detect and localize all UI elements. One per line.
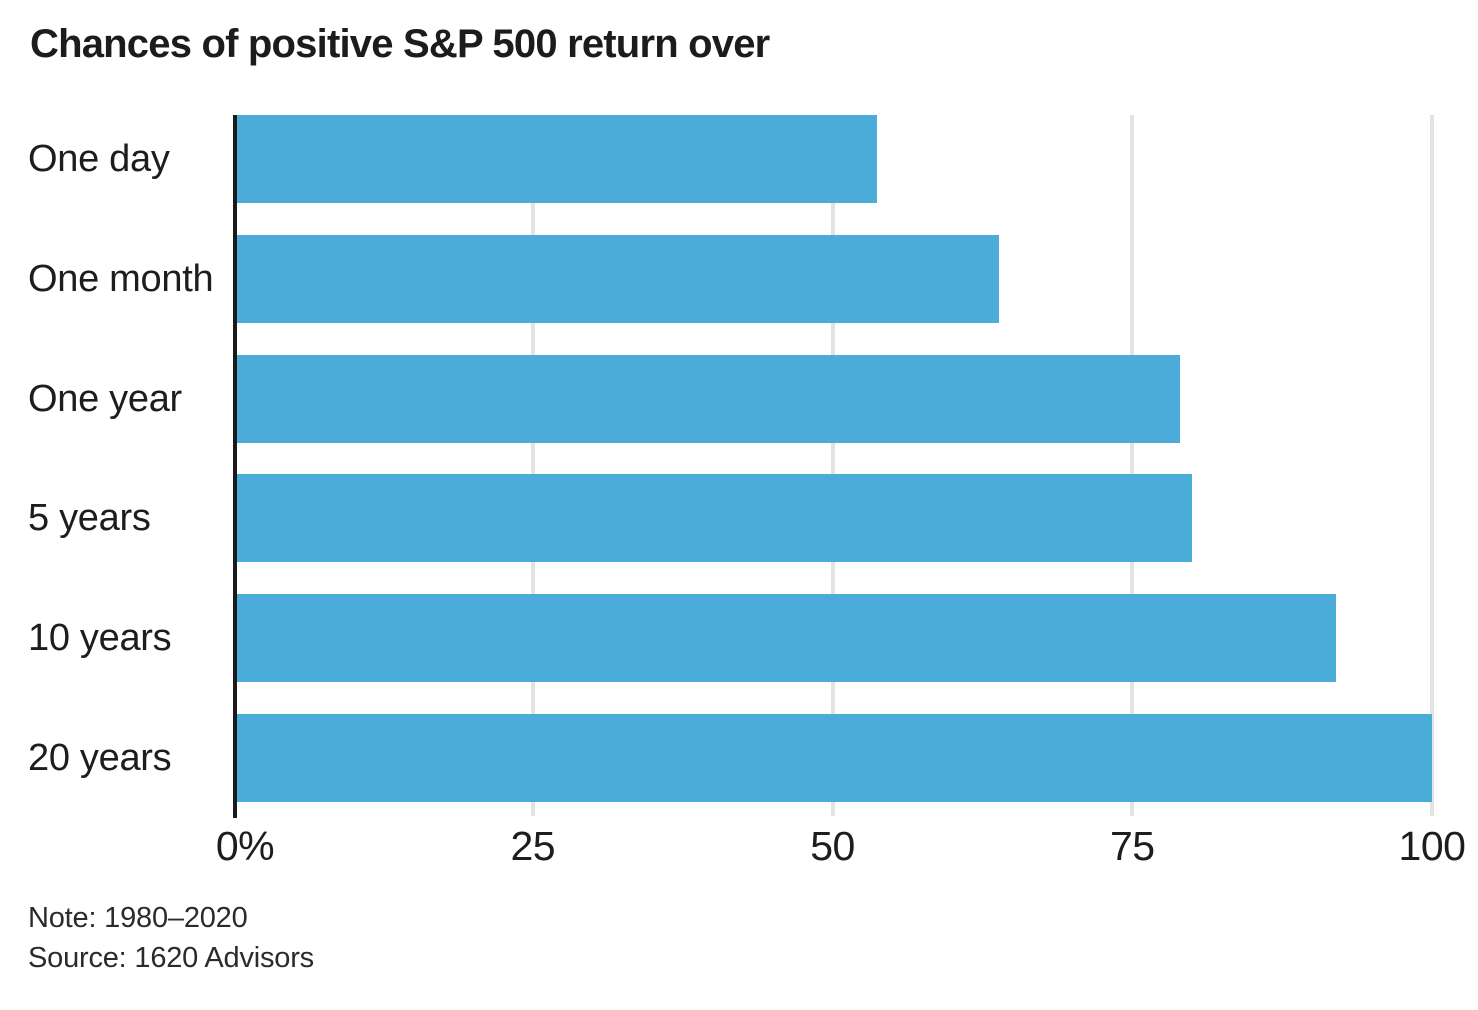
x-tick-label-25: 25: [510, 823, 556, 869]
bar-20-years: [237, 714, 1432, 802]
gridline-100: [1430, 115, 1434, 816]
category-label-10-years: 10 years: [28, 616, 172, 659]
bar-one-year: [237, 355, 1181, 443]
category-label-one-day: One day: [28, 137, 170, 180]
note-text: Note: 1980–2020: [28, 902, 248, 934]
category-label-one-month: One month: [28, 257, 214, 300]
x-tick-label-100: 100: [1398, 823, 1466, 869]
chart-footer: Note: 1980–2020 Source: 1620 Advisors: [28, 898, 314, 978]
category-label-one-year: One year: [28, 377, 182, 420]
y-axis-line: [233, 115, 237, 818]
chart-title: Chances of positive S&P 500 return over: [30, 22, 770, 66]
gridline-50: [830, 115, 835, 816]
category-label-20-years: 20 years: [28, 736, 172, 779]
x-tick-label-75: 75: [1109, 823, 1155, 869]
x-tick-label-50: 50: [810, 823, 855, 869]
x-tick-label-0: 0%: [215, 823, 275, 869]
category-label-5-years: 5 years: [28, 496, 151, 539]
bar-one-month: [237, 235, 1000, 323]
gridline-75: [1130, 115, 1135, 816]
gridline-25: [530, 115, 535, 816]
plot-area: [233, 115, 1434, 818]
bar-5-years: [237, 474, 1193, 562]
source-text: Source: 1620 Advisors: [28, 942, 314, 974]
bar-one-day: [237, 115, 877, 203]
bar-10-years: [237, 594, 1337, 682]
